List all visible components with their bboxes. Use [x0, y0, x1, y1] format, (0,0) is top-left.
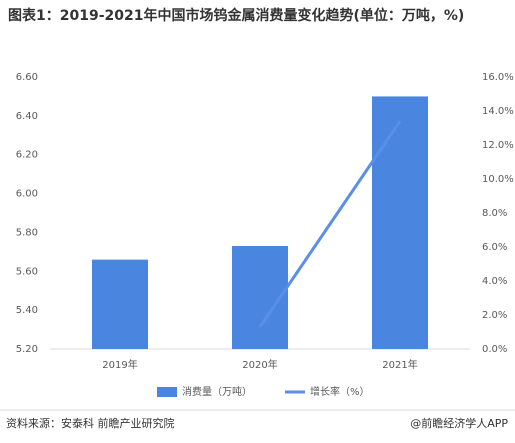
line: [258, 120, 402, 328]
y2-tick-label: 4.0%: [482, 276, 507, 287]
y-tick-label: 6.40: [16, 111, 38, 122]
y2-tick-label: 14.0%: [482, 106, 514, 117]
x-tick-label: 2021年: [382, 358, 417, 371]
x-tick-label: 2019年: [102, 358, 137, 371]
source: 资料来源：安泰科 前瞻产业研究院: [6, 416, 175, 430]
y2-tick-label: 8.0%: [482, 208, 507, 219]
bar: [372, 96, 428, 349]
y-tick-label: 6.20: [16, 150, 38, 161]
y2-tick-label: 16.0%: [482, 72, 514, 83]
y-tick-label: 6.00: [16, 189, 38, 200]
y2-tick-label: 10.0%: [482, 174, 514, 185]
y2-tick-label: 6.0%: [482, 242, 507, 253]
y-tick-label: 6.60: [16, 72, 38, 83]
legend-swatch: [157, 387, 177, 397]
bar: [92, 259, 148, 349]
chart-title: 图表1：2019-2021年中国市场钨金属消费量变化趋势(单位：万吨，%): [8, 8, 465, 24]
y2-tick-label: 0.0%: [482, 344, 507, 355]
x-tick-label: 2020年: [242, 358, 277, 371]
legend-label: 增长率（%）: [310, 385, 370, 398]
y-tick-label: 5.80: [16, 227, 38, 238]
y-tick-label: 5.60: [16, 266, 38, 277]
y-tick-label: 5.40: [16, 305, 38, 316]
credit: @前瞻经济学人APP: [410, 416, 508, 430]
legend-label: 消费量（万吨）: [182, 385, 252, 398]
y2-tick-label: 2.0%: [482, 310, 507, 321]
y-tick-label: 5.20: [16, 344, 38, 355]
y2-tick-label: 12.0%: [482, 140, 514, 151]
